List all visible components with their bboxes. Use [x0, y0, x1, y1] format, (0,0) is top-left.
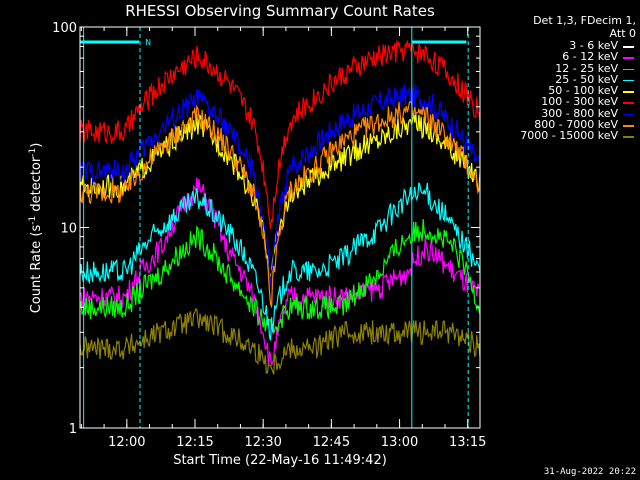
y-tick-label: 10 [60, 222, 77, 237]
legend-swatch [623, 57, 634, 59]
legend-item: 6 - 12 keV [486, 50, 636, 64]
legend-label: 300 - 800 keV [541, 106, 618, 120]
chart-title: RHESSI Observing Summary Count Rates [125, 2, 435, 20]
x-tick-label: 12:00 [108, 435, 145, 450]
legend-swatch [623, 46, 634, 48]
series-6-12-kev [79, 177, 481, 366]
legend-header-line1: Det 1,3, FDecim 1, [533, 14, 636, 27]
legend-item: 300 - 800 keV [486, 106, 636, 120]
legend-swatch [623, 68, 634, 71]
legend-swatch [623, 136, 634, 138]
legend-label: 3 - 6 keV [569, 39, 618, 52]
series-7000-15000-kev [79, 308, 481, 375]
legend-label: 25 - 50 keV [555, 72, 618, 86]
legend-item: 25 - 50 keV [486, 74, 636, 85]
legend-label: 800 - 7000 keV [534, 118, 618, 132]
series-25-50-kev [79, 182, 481, 341]
legend: Det 1,3, FDecim 1, Att 0 3 - 6 keV 6 - 12… [486, 14, 636, 142]
series-100-300-kev [79, 40, 481, 229]
legend-label: 12 - 25 keV [555, 61, 618, 75]
legend-item: 3 - 6 keV [486, 40, 636, 51]
y-axis-title: Count Rate (s-1 detector-1) [27, 142, 45, 314]
legend-item: 50 - 100 keV [486, 85, 636, 96]
legend-header-line2: Att 0 [609, 27, 636, 40]
x-tick-label: 13:00 [381, 435, 418, 450]
render-timestamp: 31-Aug-2022 20:22 [543, 467, 636, 477]
series-800-7000-kev [79, 101, 481, 308]
attenuator-bar-label: N [145, 38, 151, 47]
legend-item: 100 - 300 keV [486, 95, 636, 109]
y-tick-label: 100 [52, 21, 77, 36]
legend-item: 800 - 7000 keV [486, 119, 636, 130]
legend-label: 100 - 300 keV [541, 95, 618, 109]
series-12-25-kev [79, 218, 481, 335]
legend-entries: 3 - 6 keV 6 - 12 keV 12 - 25 keV 25 - 50 ke… [486, 40, 636, 142]
x-tick-label: 12:45 [313, 435, 350, 450]
legend-swatch [623, 102, 634, 104]
y-tick-label: 1 [69, 422, 77, 437]
legend-item: 7000 - 15000 keV [486, 129, 636, 143]
legend-swatch [623, 91, 634, 93]
legend-label: 7000 - 15000 keV [520, 129, 618, 143]
x-tick-label: 12:30 [244, 435, 281, 450]
legend-label: 50 - 100 keV [548, 84, 618, 98]
legend-swatch [623, 113, 634, 116]
series-300-800-kev [79, 84, 481, 287]
x-axis-title: Start Time (22-May-16 11:49:42) [173, 453, 387, 468]
legend-swatch [623, 125, 634, 127]
x-tick-label: 12:15 [176, 435, 213, 450]
legend-swatch [623, 79, 634, 82]
x-tick-label: 13:15 [449, 435, 486, 450]
legend-item: 12 - 25 keV [486, 61, 636, 75]
legend-label: 6 - 12 keV [562, 50, 618, 64]
